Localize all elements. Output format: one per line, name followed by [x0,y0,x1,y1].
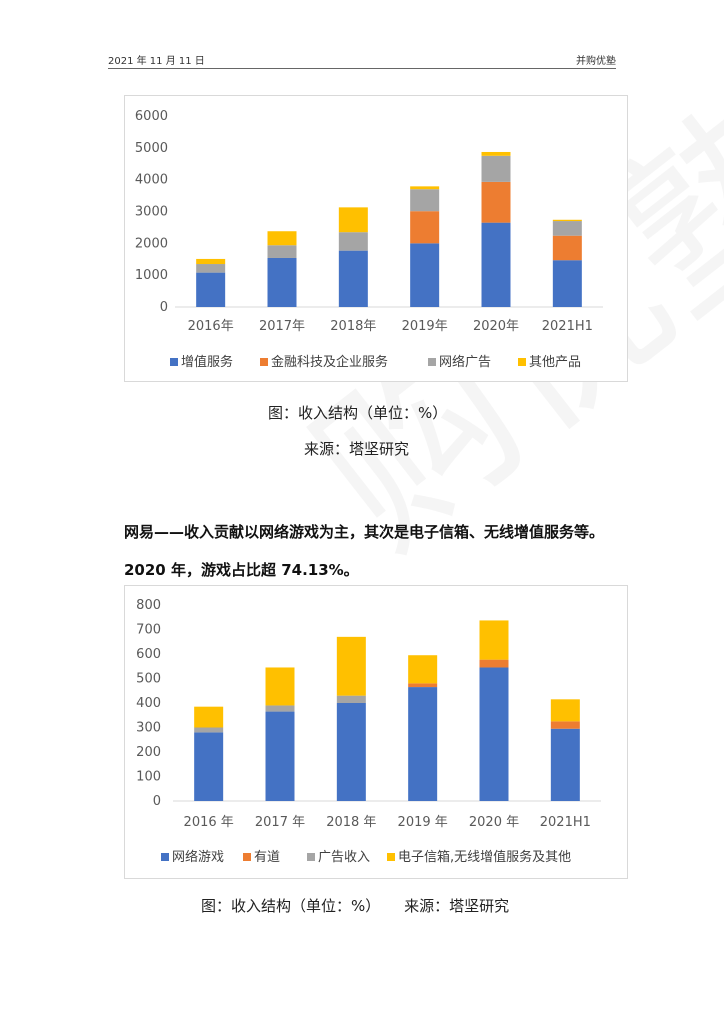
legend-swatch [161,853,169,861]
legend-swatch [307,853,315,861]
y-tick-label: 6000 [135,109,168,124]
y-tick-label: 400 [136,696,161,711]
y-tick-label: 700 [136,623,161,638]
y-tick-label: 5000 [135,141,168,156]
bar-segment [550,699,580,722]
bar-segment [481,151,511,156]
legend-swatch [170,358,178,366]
bar-segment [410,186,440,190]
bar-segment [481,181,511,223]
chart-2-svg: 0 100 200 300 400 500 600 700 800 2016 年 2017 年 201… [136,598,601,865]
bar-segment [336,695,366,703]
chart-1-caption: 图：收入结构（单位：%） [268,404,448,422]
bar-segment [338,207,368,233]
header-org: 并购优塾 [576,56,616,67]
bar-segment [267,257,297,307]
bar-segment [410,243,440,307]
bar-segment [194,727,224,733]
chart-1-source: 来源：塔坚研究 [304,440,410,458]
legend-label: 增值服务 [181,354,233,370]
bar-segment [196,264,226,273]
y-tick-label: 500 [136,672,161,687]
page-header: 2021 年 11 月 11 日 并购优塾 [108,52,616,68]
x-tick-label: 2017 年 [255,815,305,830]
legend-label: 广告收入 [318,850,370,865]
x-tick-label: 2021H1 [542,319,593,334]
bar-segment [408,655,438,684]
header-divider [108,68,616,69]
bar-segment [408,687,438,801]
y-tick-label: 0 [153,794,161,809]
x-tick-label: 2018年 [330,319,376,334]
legend-swatch [518,358,526,366]
legend-swatch [428,358,436,366]
header-date: 2021 年 11 月 11 日 [108,56,205,67]
chart-1-svg: 0 1000 2000 3000 4000 5000 6000 2016年 2017年 2018年… [135,109,603,370]
bar-segment [552,260,582,307]
bar-segment [481,155,511,182]
bar-segment [338,250,368,307]
bar-segment [265,667,295,706]
bar-segment [196,258,226,265]
legend-swatch [387,853,395,861]
bar-segment [194,706,224,728]
legend-label: 有道 [254,850,280,865]
x-tick-label: 2021H1 [540,815,591,830]
y-tick-label: 100 [136,770,161,785]
x-tick-label: 2016 年 [184,815,234,830]
bar-segment [552,221,582,236]
bar-segment [336,703,366,801]
y-tick-label: 3000 [135,205,168,220]
legend-swatch [260,358,268,366]
revenue-structure-chart-2: 0 100 200 300 400 500 600 700 800 2016 年 2017 年 201… [124,585,628,879]
y-tick-label: 4000 [135,173,168,188]
y-tick-label: 1000 [135,268,168,283]
bar-segment [552,235,582,261]
legend-label: 电子信箱,无线增值服务及其他 [398,849,571,865]
x-tick-label: 2020年 [473,319,519,334]
bar-segment [550,728,580,801]
bar-segment [408,683,438,688]
bar-segment [267,231,297,246]
x-tick-label: 2016年 [188,319,234,334]
x-tick-label: 2019 年 [398,815,448,830]
bar-segment [479,620,509,660]
x-tick-label: 2018 年 [326,815,376,830]
bar-segment [265,705,295,712]
x-tick-label: 2017年 [259,319,305,334]
y-tick-label: 600 [136,647,161,662]
legend-label: 其他产品 [529,355,581,370]
legend-label: 网络广告 [439,354,491,370]
bar-segment [267,245,297,258]
x-tick-label: 2020 年 [469,815,519,830]
y-tick-label: 800 [136,598,161,613]
y-tick-label: 300 [136,721,161,736]
revenue-structure-chart-1: 0 1000 2000 3000 4000 5000 6000 2016年 2017年 2018年… [124,95,628,382]
bar-segment [194,732,224,801]
bar-segment [481,222,511,307]
legend-label: 网络游戏 [172,849,224,865]
bar-segment [552,219,582,222]
bar-segment [410,189,440,212]
x-tick-label: 2019年 [402,319,448,334]
bar-segment [479,667,509,801]
y-tick-label: 2000 [135,236,168,251]
bar-segment [550,721,580,729]
legend-swatch [243,853,251,861]
bar-segment [336,636,366,696]
netease-summary-paragraph: 网易——收入贡献以网络游戏为主，其次是电子信箱、无线增值服务等。2020 年，游… [124,523,605,579]
legend-label: 金融科技及企业服务 [271,354,388,370]
bar-segment [196,272,226,307]
bar-segment [479,659,509,668]
y-tick-label: 200 [136,745,161,760]
bar-segment [338,232,368,251]
y-tick-label: 0 [160,300,168,315]
bar-segment [265,711,295,801]
bar-segment [410,211,440,244]
chart-2-caption: 图：收入结构（单位：%） 来源：塔坚研究 [201,897,510,915]
